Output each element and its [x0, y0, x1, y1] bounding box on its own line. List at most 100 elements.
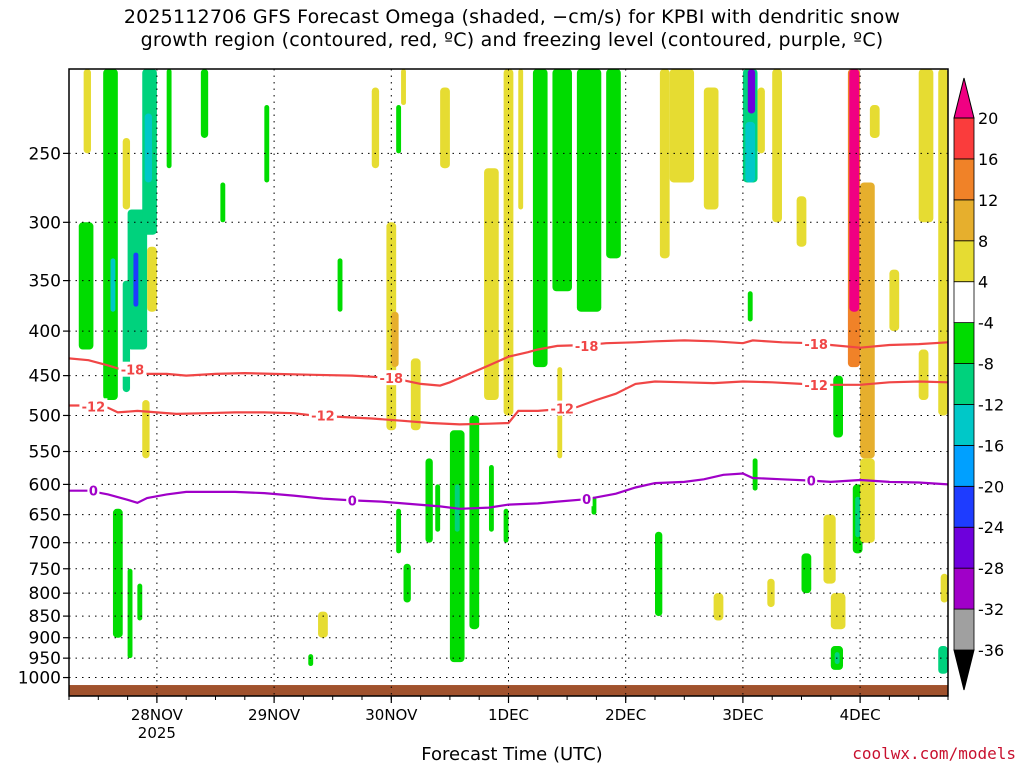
colorbar-segment	[953, 485, 975, 528]
chart-title: 2025112706 GFS Forecast Omega (shaded, −…	[123, 6, 901, 51]
y-tick-label: 300	[29, 213, 61, 233]
contour-label: -12	[82, 400, 106, 415]
omega-cell	[745, 121, 756, 183]
colorbar-segment	[953, 199, 975, 242]
omega-cell	[166, 69, 172, 169]
x-axis-title: Forecast Time (UTC)	[421, 744, 603, 765]
y-tick-label: 1000	[18, 669, 61, 689]
colorbar-segment	[953, 240, 975, 283]
colorbar-extend-high	[953, 77, 975, 119]
omega-cell	[659, 69, 670, 259]
x-tick-label: 30NOV	[365, 706, 418, 724]
omega-cell	[796, 196, 807, 247]
omega-cell	[308, 654, 314, 667]
omega-cell	[772, 69, 782, 223]
x-tick-label: 4DEC	[840, 706, 881, 724]
colorbar-extend-low	[953, 649, 975, 691]
x-tick-label: 28NOV	[131, 706, 184, 724]
omega-cell	[532, 69, 548, 368]
colorbar-segment	[953, 526, 975, 569]
omega-cell	[142, 400, 150, 459]
omega-cell	[747, 69, 756, 114]
contour-label: -18	[121, 364, 145, 379]
colorbar-label: 8	[978, 232, 988, 251]
omega-cell	[220, 182, 226, 223]
y-tick-label: 800	[29, 584, 61, 604]
y-tick-label: 650	[29, 506, 61, 526]
omega-cell	[552, 69, 572, 292]
omega-cell	[401, 69, 406, 106]
ground-strip	[69, 685, 948, 696]
y-tick-label: 850	[29, 607, 61, 627]
omega-cell	[488, 465, 494, 532]
omega-cell	[396, 105, 402, 154]
y-tick-label: 500	[29, 406, 61, 426]
omega-cell	[78, 222, 94, 350]
colorbar-label: -36	[978, 641, 1004, 660]
colorbar-label: -24	[978, 518, 1004, 537]
omega-cell	[801, 553, 812, 594]
y-tick-label: 950	[29, 649, 61, 669]
omega-cell	[264, 105, 270, 183]
colorbar-segment	[953, 363, 975, 405]
colorbar-label: 4	[978, 273, 988, 292]
colorbar-segment	[953, 117, 975, 160]
y-tick-label: 550	[29, 443, 61, 463]
contour-line--18	[69, 339, 948, 387]
y-tick-label: 350	[29, 272, 61, 292]
omega-cell	[83, 69, 91, 154]
colorbar-label: 12	[978, 191, 998, 210]
omega-cell	[112, 508, 123, 638]
omega-cell	[918, 69, 934, 223]
omega-cell	[425, 458, 433, 543]
colorbar-label: -8	[978, 355, 994, 374]
omega-cell	[122, 137, 131, 210]
omega-cell	[713, 593, 724, 621]
omega-cell	[855, 496, 861, 538]
colorbar-label: -4	[978, 314, 994, 333]
contour-line-0	[69, 472, 948, 510]
credit-link[interactable]: coolwx.com/models	[852, 744, 1016, 763]
omega-cell	[830, 593, 846, 630]
omega-cell	[440, 87, 450, 169]
omega-cell	[110, 258, 116, 312]
omega-cell	[144, 113, 153, 183]
omega-cell	[747, 291, 753, 322]
contour-label: 0	[348, 494, 357, 509]
colorbar-label: -16	[978, 436, 1004, 455]
colorbar-label: -20	[978, 477, 1004, 496]
x-tick-label: 3DEC	[722, 706, 763, 724]
omega-cell	[318, 611, 328, 638]
omega-cell	[889, 269, 900, 332]
omega-cell	[576, 69, 602, 312]
contour-label: -18	[575, 340, 599, 355]
omega-cell	[849, 69, 860, 312]
colorbar-segment	[953, 404, 975, 446]
omega-cell	[200, 69, 209, 138]
omega-cell	[938, 69, 948, 416]
omega-cell	[938, 646, 948, 674]
omega-cell	[127, 568, 133, 659]
omega-cell	[669, 69, 695, 183]
colorbar-segment	[953, 444, 975, 487]
contour-label: -12	[804, 379, 828, 394]
omega-cell	[484, 168, 499, 401]
omega-cell	[518, 69, 524, 210]
colorbar-label: -32	[978, 600, 1004, 619]
omega-cell	[940, 573, 948, 603]
x-tick-label: 2DEC	[605, 706, 646, 724]
omega-cell	[918, 349, 929, 401]
omega-cell	[403, 563, 411, 603]
omega-cell	[833, 375, 844, 438]
colorbar-label: 20	[978, 109, 998, 128]
omega-cell	[435, 484, 441, 532]
omega-cell	[103, 69, 118, 401]
colorbar-label: 16	[978, 150, 998, 169]
y-tick-label: 250	[29, 144, 61, 164]
omega-cell	[449, 430, 465, 663]
omega-cell	[591, 496, 597, 515]
y-tick-label: 600	[29, 475, 61, 495]
omega-cell	[133, 252, 139, 307]
colorbar-label: -12	[978, 395, 1004, 414]
omega-cell	[823, 514, 836, 584]
